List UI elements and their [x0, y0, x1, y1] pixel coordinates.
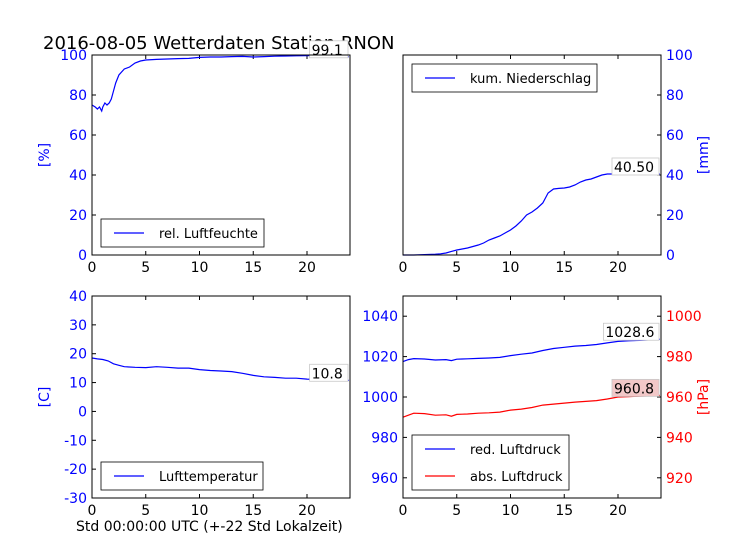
x-tick-label: 15: [244, 260, 262, 276]
value-annotation: 40.50: [614, 160, 654, 176]
value-annotation: 960.8: [614, 381, 654, 397]
y-tick-label: 0: [78, 404, 87, 420]
y-tick-label: -30: [64, 491, 87, 507]
value-annotation: 1028.6: [605, 325, 654, 341]
y-axis-label: [hPa]: [696, 379, 712, 415]
legend-label: rel. Luftfeuchte: [159, 227, 258, 242]
y-tick-label: 1000: [666, 309, 702, 325]
value-annotation: 10.8: [312, 366, 343, 382]
series-line-pressure-1: [402, 394, 660, 418]
legend-box: [411, 434, 570, 491]
y-tick-label: 60: [666, 128, 684, 144]
y-tick-label: 0: [78, 248, 87, 264]
y-tick-label: 40: [666, 168, 684, 184]
plot-frame: [91, 54, 351, 256]
x-tick-label: 5: [452, 503, 461, 519]
y-tick-label: 40: [69, 289, 87, 305]
x-tick-label: 20: [298, 260, 316, 276]
x-tick-label: 20: [609, 503, 627, 519]
legend-label: Lufttemperatur: [159, 470, 258, 485]
y-tick-label: 10: [69, 376, 87, 392]
figure-title: 2016-08-05 Wetterdaten Station RNON: [43, 33, 394, 54]
panel-temperature: 0 5 10 15 20 -30 -20 -10 0 10 20 30 40 [C] 10.8 Lufttem…: [37, 289, 351, 519]
y-tick-label: 100: [666, 48, 693, 64]
x-tick-label: 0: [399, 503, 408, 519]
x-tick-label: 20: [609, 260, 627, 276]
y-tick-label: 80: [69, 88, 87, 104]
series-line-precip-0: [403, 173, 660, 256]
y-tick-label: 1020: [362, 350, 398, 366]
x-tick-label: 10: [191, 260, 209, 276]
x-tick-label: 5: [141, 260, 150, 276]
y-tick-label: 60: [69, 128, 87, 144]
y-tick-label: 960: [666, 390, 693, 406]
y-axis-label: [mm]: [696, 136, 712, 174]
series-line-humidity-0: [91, 54, 349, 113]
x-tick-label: 0: [399, 260, 408, 276]
y-tick-label: 940: [666, 430, 693, 446]
panel-precip: 0 5 10 15 20 0 20 40 60 80 100 [mm] 40.50 kum. Nieder…: [399, 48, 712, 276]
plot-frame: [402, 295, 662, 499]
x-tick-label: 20: [298, 503, 316, 519]
y-tick-label: 920: [666, 471, 693, 487]
legend-label: abs. Luftdruck: [470, 470, 563, 485]
x-tick-label: 5: [141, 503, 150, 519]
y-tick-label: 40: [69, 168, 87, 184]
y-tick-label: 980: [666, 350, 693, 366]
y-tick-label: 0: [666, 248, 675, 264]
series-line-temperature-0: [91, 357, 349, 381]
x-tick-label: 15: [244, 503, 262, 519]
x-tick-label: 5: [452, 260, 461, 276]
x-tick-label: 10: [502, 503, 520, 519]
x-axis-label: Std 00:00:00 UTC (+-22 Std Lokalzeit): [76, 519, 343, 535]
plot-frame: [91, 295, 351, 499]
y-tick-label: 30: [69, 318, 87, 334]
y-tick-label: 980: [371, 430, 398, 446]
y-tick-label: 100: [60, 48, 87, 64]
x-tick-label: 10: [191, 503, 209, 519]
y-tick-label: 960: [371, 471, 398, 487]
panel-pressure: 0 5 10 15 20 960 980 1000 1020 1040 920 940 960 980 10…: [362, 295, 712, 519]
value-annotation: 99.1: [312, 43, 343, 59]
value-annotation-box: [611, 157, 660, 176]
y-tick-label: 1040: [362, 309, 398, 325]
y-tick-label: -10: [64, 433, 87, 449]
y-tick-label: 20: [69, 208, 87, 224]
y-tick-label: -20: [64, 462, 87, 478]
x-tick-label: 15: [555, 260, 573, 276]
y-tick-label: 1000: [362, 390, 398, 406]
x-tick-label: 10: [502, 260, 520, 276]
value-annotation-box: [309, 363, 349, 382]
y-axis-label: [C]: [37, 387, 53, 408]
y-axis-label: [%]: [37, 143, 53, 167]
value-annotation-box: [611, 378, 660, 397]
panel-humidity: 0 5 10 15 20 0 20 40 60 80 100 [%] 99.1 rel. Luftfeuc…: [37, 40, 351, 276]
y-tick-label: 80: [666, 88, 684, 104]
x-tick-label: 15: [555, 503, 573, 519]
series-line-pressure-0: [402, 338, 660, 363]
y-tick-label: 20: [69, 347, 87, 363]
legend-label: kum. Niederschlag: [470, 72, 591, 87]
value-annotation-box: [309, 40, 349, 59]
x-tick-label: 0: [88, 503, 97, 519]
x-tick-label: 0: [88, 260, 97, 276]
legend-label: red. Luftdruck: [470, 443, 561, 458]
plot-frame: [402, 54, 662, 256]
value-annotation-box: [603, 322, 660, 341]
y-tick-label: 20: [666, 208, 684, 224]
